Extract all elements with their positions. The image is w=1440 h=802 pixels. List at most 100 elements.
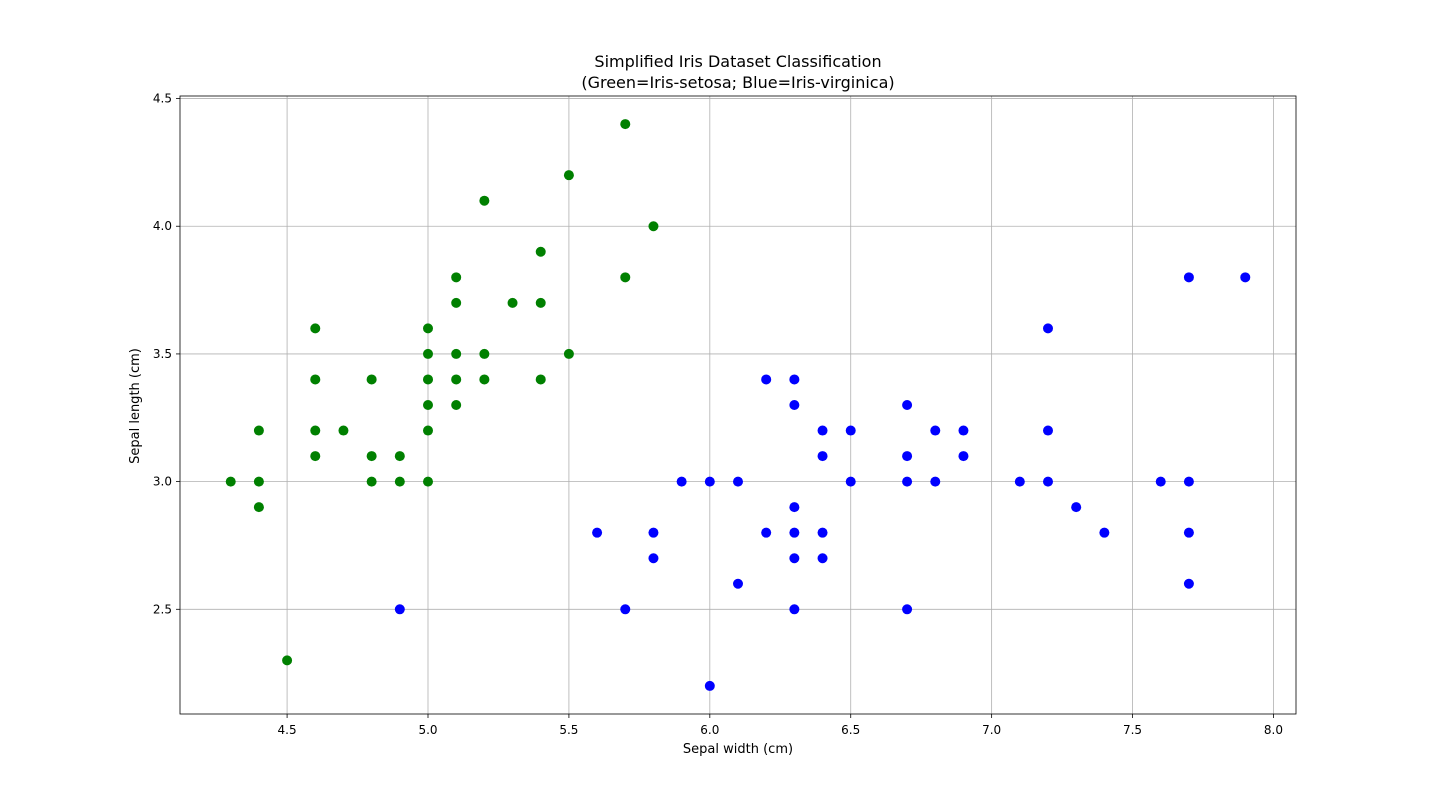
- setosa-point: [423, 425, 433, 436]
- setosa-point: [310, 425, 321, 436]
- y-tick-label: 3.0: [153, 475, 172, 489]
- virginica-point: [958, 425, 969, 436]
- virginica-point: [761, 527, 772, 538]
- virginica-point: [733, 578, 743, 589]
- setosa-point: [253, 476, 264, 487]
- virginica-point: [1240, 272, 1251, 283]
- x-axis-label: Sepal width (cm): [683, 742, 793, 757]
- setosa-point: [451, 297, 462, 308]
- x-tick-label: 5.5: [559, 723, 578, 737]
- setosa-point: [366, 476, 377, 487]
- setosa-point: [338, 425, 349, 436]
- virginica-point: [761, 374, 772, 385]
- virginica-point: [1183, 272, 1194, 283]
- y-tick-label: 3.5: [153, 347, 172, 361]
- y-tick-label: 2.5: [153, 602, 172, 616]
- setosa-point: [253, 425, 264, 436]
- x-tick-label: 7.0: [982, 723, 1001, 737]
- setosa-point: [310, 323, 321, 334]
- x-tick-label: 4.5: [278, 723, 297, 737]
- x-tick-label: 6.5: [841, 723, 860, 737]
- virginica-point: [845, 476, 856, 487]
- virginica-point: [902, 451, 913, 462]
- setosa-point: [620, 119, 631, 130]
- virginica-point: [930, 476, 941, 487]
- virginica-point: [592, 527, 603, 538]
- setosa-point: [535, 374, 546, 385]
- setosa-point: [282, 655, 293, 666]
- setosa-point: [620, 272, 631, 283]
- setosa-point: [423, 476, 433, 487]
- data-points: [225, 119, 1251, 691]
- setosa-point: [310, 374, 321, 385]
- virginica-point: [733, 476, 743, 487]
- chart-title: Simplified Iris Dataset Classification: [594, 52, 881, 71]
- virginica-point: [817, 527, 828, 538]
- setosa-point: [394, 451, 405, 462]
- x-tick-label: 6.0: [700, 723, 719, 737]
- virginica-point: [845, 425, 856, 436]
- setosa-point: [507, 297, 518, 308]
- setosa-point: [451, 272, 462, 283]
- setosa-point: [563, 348, 574, 359]
- virginica-point: [789, 604, 800, 615]
- virginica-point: [620, 604, 631, 615]
- virginica-point: [394, 604, 405, 615]
- x-tick-label: 7.5: [1123, 723, 1142, 737]
- virginica-point: [817, 451, 828, 462]
- virginica-point: [1183, 527, 1194, 538]
- virginica-point: [789, 400, 800, 410]
- virginica-point: [958, 451, 969, 462]
- virginica-point: [1183, 476, 1194, 487]
- setosa-point: [225, 476, 236, 487]
- setosa-point: [563, 170, 574, 181]
- virginica-point: [1043, 323, 1053, 334]
- y-axis-ticks: 2.5 3.0 3.5 4.0 4.5: [153, 92, 180, 616]
- x-tick-label: 8.0: [1264, 723, 1283, 737]
- setosa-point: [451, 374, 462, 385]
- setosa-point: [451, 400, 462, 410]
- setosa-point: [423, 348, 433, 359]
- virginica-point: [648, 527, 659, 538]
- setosa-point: [253, 502, 264, 513]
- virginica-point: [1155, 476, 1166, 487]
- setosa-point: [479, 348, 490, 359]
- virginica-point: [1183, 578, 1194, 589]
- virginica-point: [1099, 527, 1110, 538]
- setosa-point: [423, 323, 433, 334]
- chart-subtitle: (Green=Iris-setosa; Blue=Iris-virginica): [581, 73, 894, 92]
- setosa-point: [451, 348, 462, 359]
- setosa-point: [535, 246, 546, 257]
- virginica-point: [902, 476, 913, 487]
- virginica-point: [789, 527, 800, 538]
- setosa-point: [648, 221, 659, 232]
- setosa-point: [366, 451, 377, 462]
- virginica-point: [817, 553, 828, 564]
- y-tick-label: 4.0: [153, 219, 172, 233]
- virginica-point: [817, 425, 828, 436]
- setosa-point: [423, 400, 433, 410]
- x-axis-ticks: 4.5 5.0 5.5 6.0 6.5 7.0 7.5 8.0: [278, 714, 1283, 737]
- virginica-point: [789, 553, 800, 564]
- setosa-point: [535, 297, 546, 308]
- virginica-point: [930, 425, 941, 436]
- virginica-point: [704, 476, 715, 487]
- setosa-point: [394, 476, 405, 487]
- virginica-point: [1014, 476, 1025, 487]
- x-tick-label: 5.0: [418, 723, 437, 737]
- virginica-point: [648, 553, 659, 564]
- virginica-point: [902, 400, 913, 410]
- virginica-point: [704, 680, 715, 691]
- y-axis-label: Sepal length (cm): [128, 348, 143, 464]
- plot-frame: [179, 95, 1297, 715]
- setosa-point: [310, 451, 321, 462]
- setosa-point: [423, 374, 433, 385]
- virginica-point: [676, 476, 687, 487]
- setosa-point: [366, 374, 377, 385]
- virginica-point: [789, 374, 800, 385]
- setosa-point: [479, 195, 490, 206]
- virginica-point: [789, 502, 800, 513]
- virginica-point: [1043, 476, 1053, 487]
- setosa-point: [479, 374, 490, 385]
